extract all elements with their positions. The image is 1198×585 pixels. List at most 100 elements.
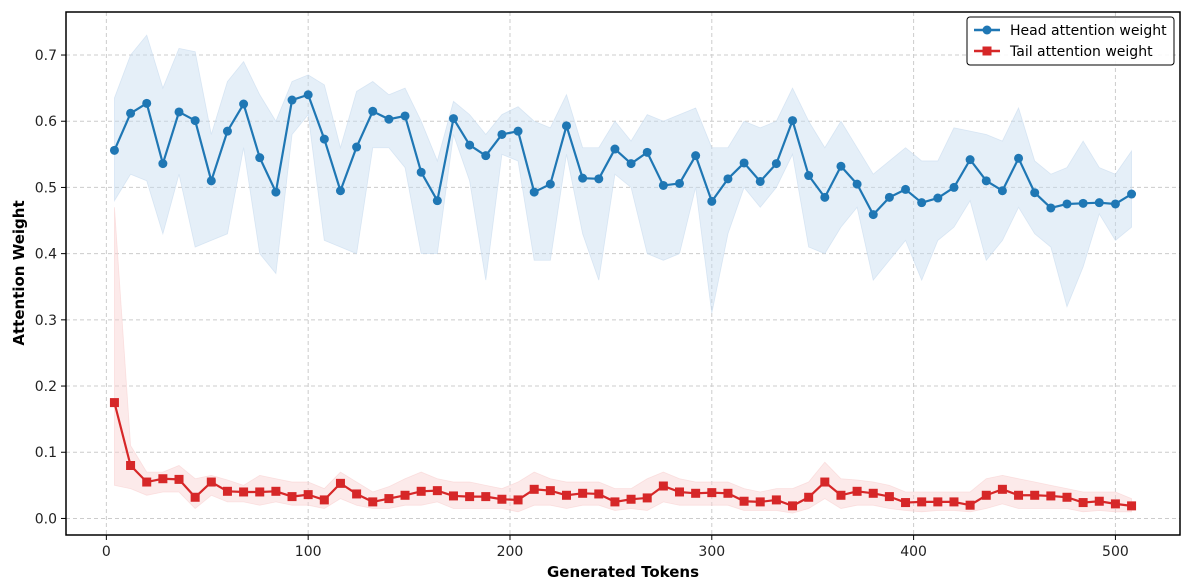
head-data-point [868, 210, 878, 220]
axis-ticks: 0 100 200 300 400 500 0.0 0.1 0.2 0.3 0.4 0.5 0.6 0.7 [35, 48, 1129, 560]
head-data-point [190, 116, 200, 126]
legend-tail-marker [982, 46, 992, 56]
tail-data-point [529, 484, 539, 494]
head-data-point [788, 116, 798, 126]
head-data-point [1078, 198, 1088, 208]
head-data-point [723, 174, 733, 184]
head-data-point [384, 114, 394, 124]
tail-data-point [335, 478, 345, 488]
head-data-point [109, 145, 119, 155]
y-tick-label: 0.1 [35, 445, 57, 461]
head-data-point [949, 182, 959, 192]
y-tick-label: 0.2 [35, 379, 57, 395]
head-data-point [303, 90, 313, 100]
head-data-point [465, 140, 475, 150]
tail-data-point [319, 495, 329, 505]
y-tick-label: 0.6 [35, 114, 57, 130]
tail-data-point [1127, 501, 1137, 511]
head-data-point [626, 159, 636, 169]
head-data-point [884, 192, 894, 202]
tail-data-point [771, 495, 781, 505]
head-data-point [739, 158, 749, 168]
tail-data-point [1094, 496, 1104, 506]
head-data-point [271, 187, 281, 197]
tail-data-point [352, 489, 362, 499]
tail-data-point [901, 498, 911, 508]
tail-data-point [287, 492, 297, 502]
head-data-point [481, 151, 491, 161]
x-axis-label: Generated Tokens [547, 563, 699, 581]
head-data-point [691, 151, 701, 161]
tail-data-point [400, 490, 410, 500]
head-data-point [432, 196, 442, 206]
tail-data-point [933, 497, 943, 507]
y-tick-label: 0.5 [35, 180, 57, 196]
tail-data-point [1014, 490, 1024, 500]
head-data-point [1094, 198, 1104, 208]
tail-data-point [917, 497, 927, 507]
head-confidence-band [114, 34, 1132, 314]
head-data-point [981, 176, 991, 186]
head-data-point [965, 155, 975, 165]
x-tick-label: 0 [102, 544, 111, 560]
y-tick-label: 0.4 [35, 247, 57, 263]
tail-data-point [997, 484, 1007, 494]
head-data-point [174, 107, 184, 117]
tail-data-point [432, 486, 442, 496]
head-data-point [594, 174, 604, 184]
tail-data-point [303, 490, 313, 500]
head-data-point [675, 178, 685, 188]
head-data-point [561, 121, 571, 131]
tail-data-point [626, 494, 636, 504]
head-data-point [287, 95, 297, 105]
tail-data-point [1078, 498, 1088, 508]
head-data-point [836, 161, 846, 171]
tail-data-point [561, 490, 571, 500]
tail-data-point [642, 493, 652, 503]
head-data-point [1062, 199, 1072, 209]
tail-data-point [239, 487, 249, 497]
legend: Head attention weight Tail attention wei… [966, 16, 1175, 66]
head-data-point [319, 134, 329, 144]
legend-head-label: Head attention weight [1010, 23, 1167, 39]
head-data-point [917, 198, 927, 208]
tail-data-point [190, 492, 200, 502]
tail-data-point [755, 497, 765, 507]
tail-data-point [448, 491, 458, 501]
tail-data-point [368, 497, 378, 507]
head-data-point [901, 184, 911, 194]
tail-data-point [965, 500, 975, 510]
x-tick-label: 500 [1102, 544, 1129, 560]
head-data-point [610, 144, 620, 154]
head-data-point [158, 159, 168, 169]
tail-data-point [1110, 499, 1120, 509]
head-data-point [1127, 189, 1137, 199]
y-axis-label: Attention Weight [10, 200, 28, 345]
head-data-point [222, 126, 232, 136]
head-data-point [206, 176, 216, 186]
tail-data-point [255, 487, 265, 497]
x-tick-label: 400 [900, 544, 927, 560]
y-tick-label: 0.3 [35, 313, 57, 329]
series-lines [113, 93, 1133, 507]
tail-data-point [206, 477, 216, 487]
tail-data-point [949, 497, 959, 507]
grid-lines [66, 12, 1180, 535]
tail-data-point [691, 488, 701, 498]
tail-data-point [868, 488, 878, 498]
tail-data-point [222, 486, 232, 496]
tail-data-point [1030, 490, 1040, 500]
head-data-point [578, 173, 588, 183]
tail-data-point [1046, 491, 1056, 501]
tail-data-point [820, 477, 830, 487]
tail-data-point [804, 492, 814, 502]
head-data-point [416, 167, 426, 177]
head-data-point [448, 114, 458, 124]
head-data-point [239, 99, 249, 109]
tail-data-point [126, 460, 136, 470]
tail-data-point [707, 488, 717, 498]
y-tick-label: 0.0 [35, 511, 57, 527]
tail-data-point [416, 486, 426, 496]
head-data-point [658, 180, 668, 190]
